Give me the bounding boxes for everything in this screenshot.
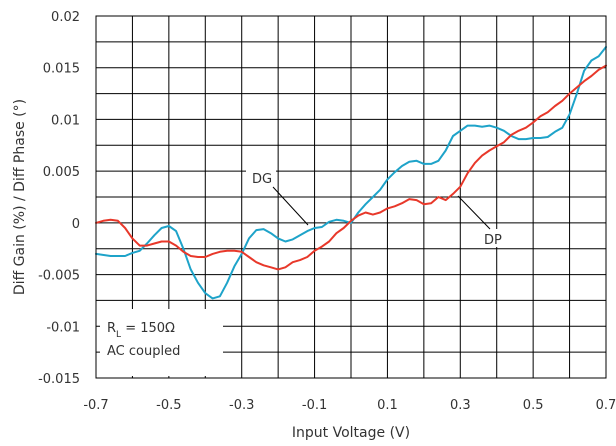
dp-leader-line — [457, 195, 491, 230]
dp-label-box — [480, 229, 510, 247]
dg-label-box — [246, 169, 276, 187]
x-tick-label: 0.7 — [596, 398, 616, 413]
load-resistance-label: RL = 150Ω — [107, 321, 175, 340]
y-tick-label: 0.02 — [51, 10, 80, 25]
y-tick-label: -0.01 — [46, 320, 80, 335]
tick-labels: -0.7 -0.5 -0.3 -0.1 0.1 0.3 0.5 0.7 0.02 0.015 0.0… — [38, 10, 616, 413]
y-tick-label: 0 — [72, 217, 80, 232]
conditions-box — [100, 309, 223, 376]
dg-leader-line — [272, 186, 309, 226]
y-tick-label: -0.015 — [38, 372, 80, 387]
series-line-dg — [95, 46, 607, 300]
x-tick-label: 0.1 — [377, 398, 398, 413]
x-tick-label: -0.5 — [156, 398, 181, 413]
plot-frame — [95, 15, 607, 379]
x-axis-label: Input Voltage (V) — [292, 425, 410, 441]
x-tick-label: 0.3 — [450, 398, 471, 413]
y-tick-label: 0.01 — [51, 113, 80, 128]
series-lines — [95, 46, 607, 300]
y-axis-label: Diff Gain (%) / Diff Phase (°) — [12, 99, 28, 295]
y-tick-label: 0.015 — [43, 62, 80, 77]
dg-label: DG — [252, 172, 272, 187]
x-tick-label: 0.5 — [523, 398, 544, 413]
coupling-label: AC coupled — [107, 344, 180, 359]
x-tick-label: -0.1 — [302, 398, 327, 413]
x-tick-label: -0.3 — [229, 398, 254, 413]
y-tick-label: 0.005 — [43, 165, 80, 180]
y-tick-label: -0.005 — [38, 269, 80, 284]
dp-label: DP — [484, 233, 502, 248]
x-tick-label: -0.7 — [83, 398, 108, 413]
series-line-dp — [95, 64, 607, 271]
